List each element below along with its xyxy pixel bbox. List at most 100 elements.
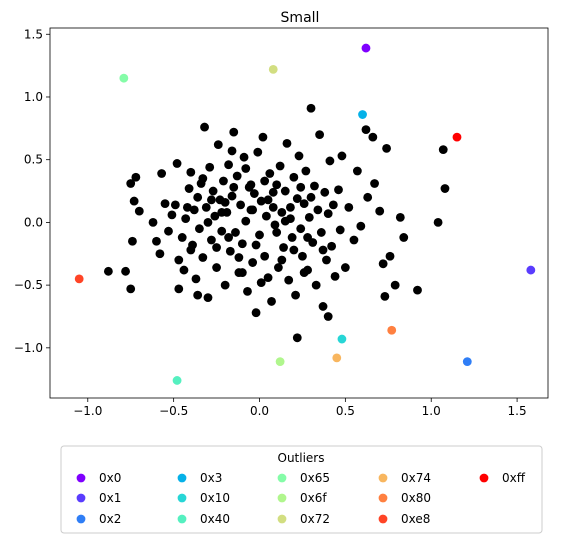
legend-label: 0x0 (99, 471, 121, 485)
inlier-point (224, 233, 233, 242)
x-tick-label: −1.0 (73, 404, 102, 418)
legend-box (60, 445, 543, 534)
inlier-point (234, 253, 244, 262)
inlier-series (103, 103, 450, 343)
inlier-point (318, 302, 328, 311)
outlier-point-0xe8 (74, 274, 84, 284)
inlier-point (263, 273, 273, 282)
legend-label: 0xe8 (401, 512, 430, 526)
inlier-point (249, 189, 259, 198)
inlier-point (103, 266, 113, 276)
legend-marker (277, 473, 287, 483)
inlier-point (356, 221, 366, 231)
inlier-point (306, 103, 316, 113)
inlier-point (174, 284, 184, 294)
inlier-point (272, 228, 282, 237)
legend-marker (177, 473, 187, 483)
legend-label: 0x40 (200, 512, 230, 526)
inlier-point (433, 218, 443, 227)
legend-entries: 0x0 0x1 0x2 0x3 0x10 0x40 0x65 0x6f 0x72 0x74 0x80… (76, 471, 526, 526)
inlier-point (170, 200, 180, 210)
inlier-point (273, 263, 283, 272)
outlier-point-0x10 (337, 334, 347, 344)
legend: Outliers 0x0 0x1 0x2 0x3 0x10 0x40 0x65 0x6f 0x7… (60, 445, 543, 534)
inlier-point (227, 146, 237, 156)
plot-frame (49, 27, 549, 399)
inlier-point (294, 151, 304, 161)
inlier-point (268, 202, 278, 212)
legend-marker (479, 473, 489, 483)
inlier-point (265, 169, 275, 178)
x-axis: −1.0 −0.5 0.0 0.5 1.0 1.5 (73, 398, 527, 418)
inlier-point (328, 200, 338, 210)
inlier-point (227, 191, 237, 201)
inlier-point (181, 214, 191, 224)
inlier-point (368, 132, 378, 142)
inlier-point (126, 284, 136, 294)
y-tick-label: −1.0 (14, 341, 43, 355)
inlier-point (198, 174, 208, 183)
inlier-point (241, 216, 251, 226)
inlier-point (243, 286, 252, 296)
y-tick-label: 0.5 (24, 153, 43, 167)
legend-label: 0x10 (200, 491, 230, 505)
inlier-point (193, 192, 203, 202)
inlier-point (272, 180, 282, 190)
inlier-point (248, 205, 258, 215)
inlier-point (191, 274, 201, 284)
inlier-point (344, 202, 354, 212)
inlier-point (208, 186, 218, 196)
plot-area: −1.0 −0.5 0.0 0.5 1.0 1.5 −1.0 −0.5 0.0 0.5 1.0 1.… (14, 27, 549, 418)
legend-marker (378, 514, 388, 524)
inlier-point (236, 200, 246, 210)
inlier-point (395, 212, 405, 222)
legend-marker (177, 493, 187, 503)
inlier-point (289, 172, 299, 182)
legend-label: 0x3 (200, 471, 222, 485)
inlier-point (184, 184, 194, 193)
legend-marker (378, 473, 388, 483)
inlier-point (224, 160, 233, 170)
inlier-point (258, 132, 268, 142)
inlier-point (330, 271, 340, 281)
inlier-point (337, 151, 347, 161)
inlier-point (260, 251, 270, 261)
outlier-point-0x6f (275, 357, 285, 367)
inlier-point (126, 179, 136, 188)
inlier-point (148, 218, 158, 227)
inlier-point (335, 225, 345, 235)
inlier-point (261, 211, 271, 221)
inlier-point (121, 266, 130, 276)
legend-label: 0x74 (401, 471, 431, 485)
y-tick-label: −0.5 (14, 278, 43, 292)
inlier-point (212, 243, 221, 252)
legend-marker (76, 473, 86, 483)
x-tick-label: 0.0 (250, 404, 269, 418)
inlier-point (277, 255, 287, 265)
inlier-point (378, 259, 388, 269)
inlier-point (315, 130, 325, 140)
inlier-point (207, 195, 216, 205)
legend-label: 0xff (502, 471, 526, 485)
outlier-point-0x40 (172, 376, 182, 385)
inlier-point (385, 251, 395, 261)
inlier-point (174, 255, 184, 265)
inlier-point (207, 235, 216, 245)
outlier-point-0x2 (462, 357, 472, 367)
inlier-point (289, 245, 299, 255)
inlier-point (237, 268, 247, 277)
inlier-point (399, 233, 409, 242)
inlier-point (291, 290, 300, 300)
inlier-point (212, 263, 221, 272)
inlier-point (390, 280, 400, 290)
inlier-point (282, 138, 292, 148)
y-tick-label: 0.0 (24, 215, 43, 229)
inlier-point (438, 145, 448, 155)
legend-marker (76, 493, 86, 503)
inlier-point (255, 230, 264, 240)
inlier-point (237, 239, 247, 249)
outlier-point-0x80 (387, 325, 397, 335)
inlier-point (320, 187, 330, 197)
legend-label: 0x65 (300, 471, 330, 485)
outlier-point-0x72 (268, 64, 278, 74)
